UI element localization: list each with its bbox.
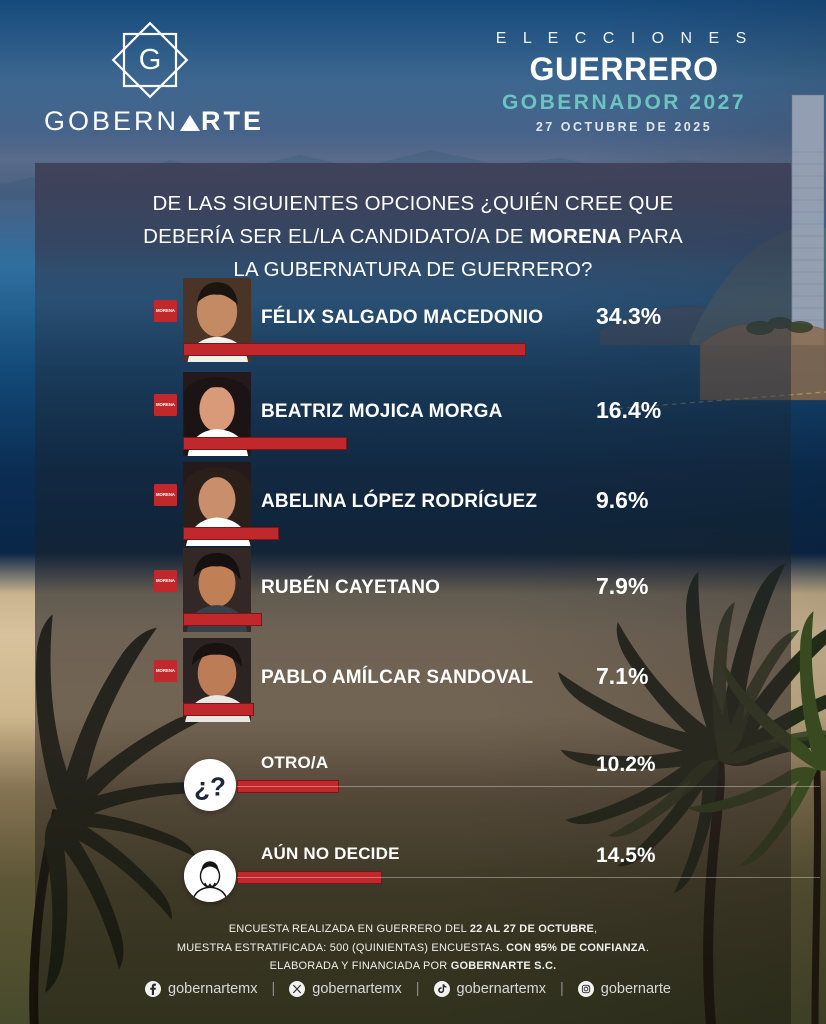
svg-text:¿?: ¿? xyxy=(194,771,226,801)
svg-text:G: G xyxy=(139,44,162,76)
